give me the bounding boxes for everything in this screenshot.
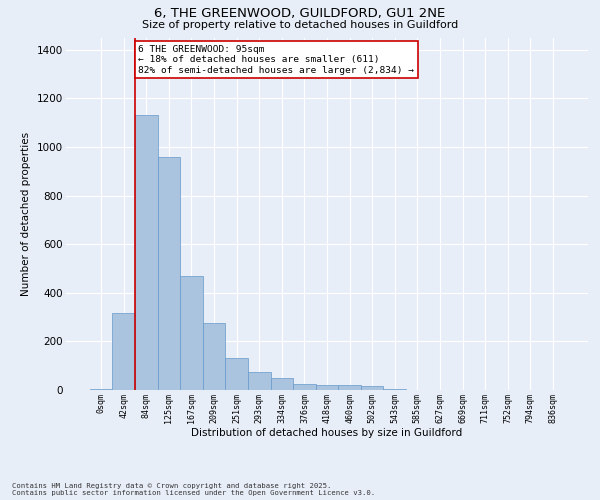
Bar (316, 385, 338, 390)
Bar (90, 389, 112, 390)
Bar (271, 378, 293, 390)
Bar (226, 358, 248, 390)
Bar (383, 389, 406, 390)
Text: 6, THE GREENWOOD, GUILDFORD, GU1 2NE: 6, THE GREENWOOD, GUILDFORD, GU1 2NE (154, 8, 446, 20)
Text: Contains HM Land Registry data © Crown copyright and database right 2025.
Contai: Contains HM Land Registry data © Crown c… (12, 483, 375, 496)
Bar (293, 384, 316, 390)
Bar (338, 385, 361, 390)
Text: 6 THE GREENWOOD: 95sqm
← 18% of detached houses are smaller (611)
82% of semi-de: 6 THE GREENWOOD: 95sqm ← 18% of detached… (139, 45, 415, 74)
Bar (361, 386, 383, 390)
Bar (203, 323, 226, 390)
Text: Size of property relative to detached houses in Guildford: Size of property relative to detached ho… (142, 20, 458, 30)
Bar (135, 116, 158, 390)
X-axis label: Distribution of detached houses by size in Guildford: Distribution of detached houses by size … (191, 428, 463, 438)
Y-axis label: Number of detached properties: Number of detached properties (22, 132, 31, 296)
Bar (248, 372, 271, 390)
Bar (180, 276, 203, 390)
Bar (158, 156, 180, 390)
Bar (112, 314, 135, 390)
